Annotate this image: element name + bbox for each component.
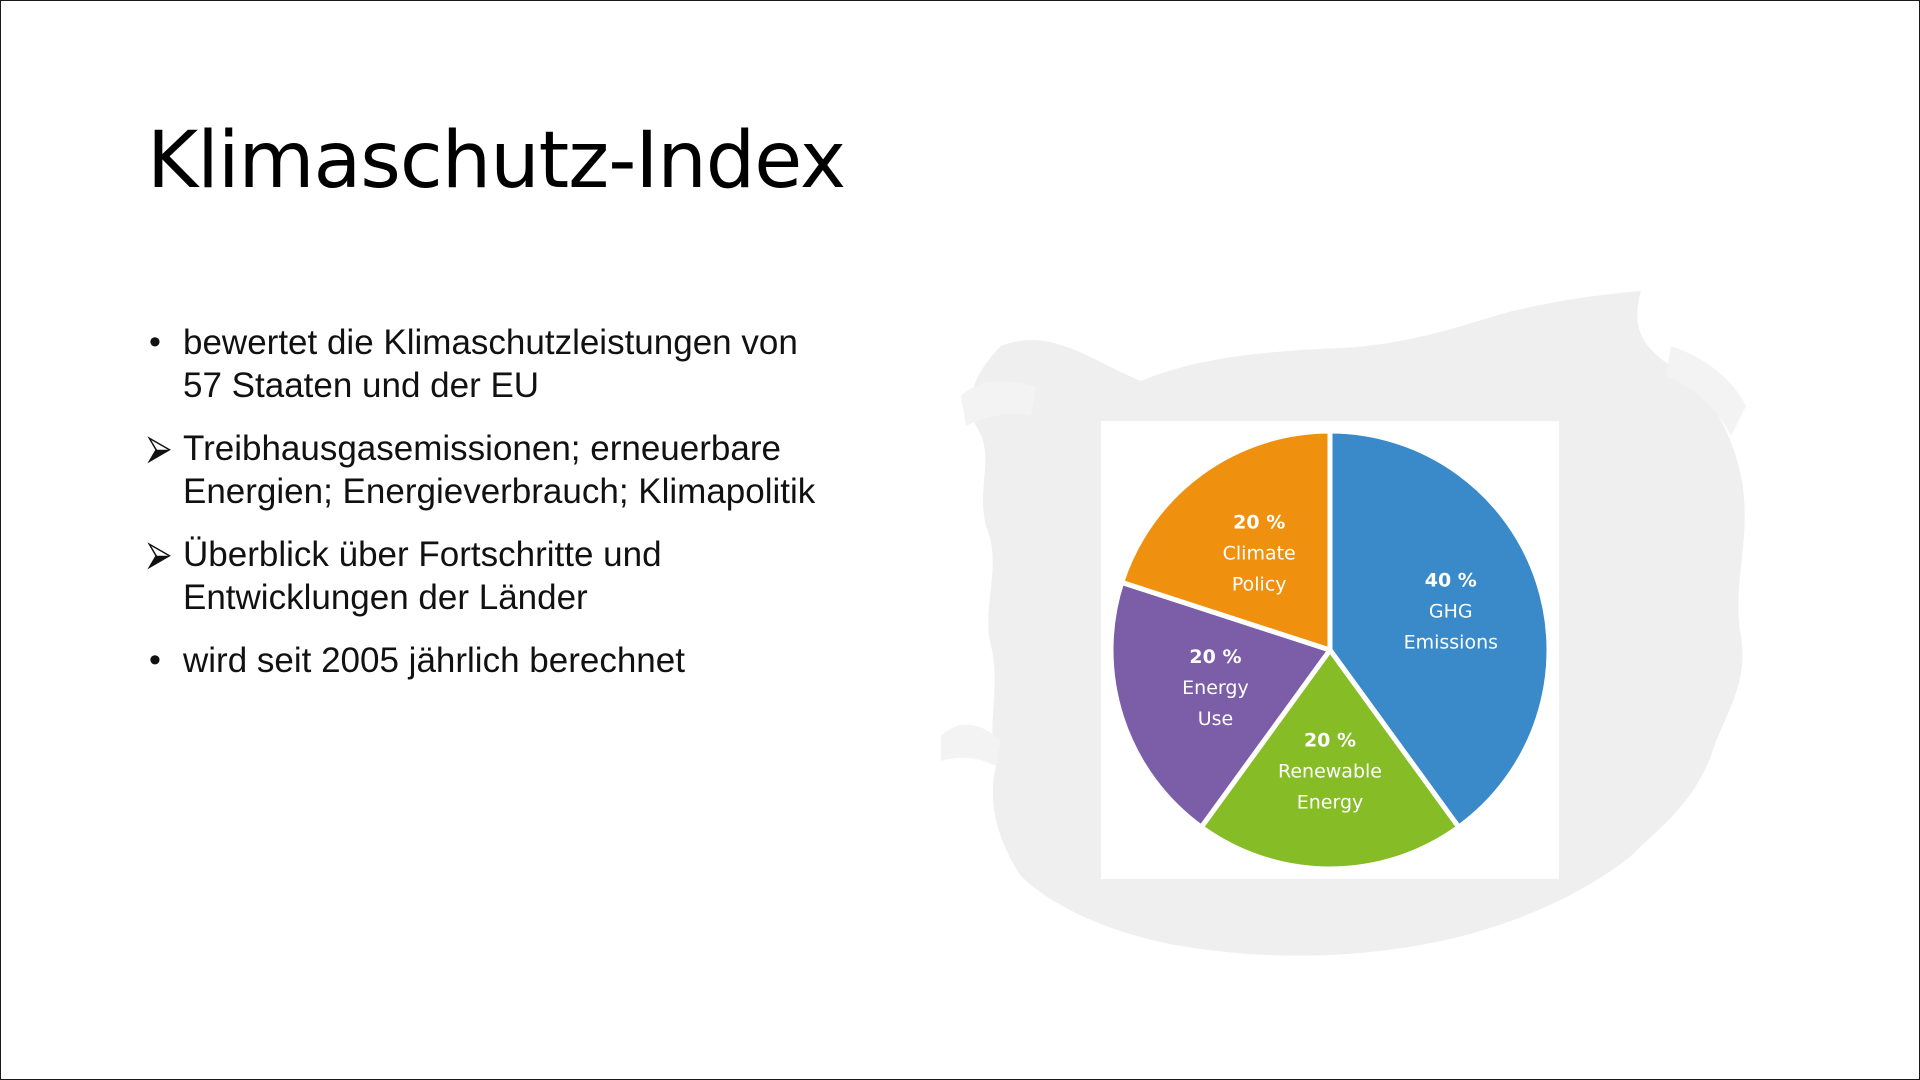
bullet-item: • bewertet die Klimaschutzleistungen von… [147,321,907,407]
bullet-line: bewertet die Klimaschutzleistungen von [183,323,798,362]
bullet-line: Energien; Energieverbrauch; Klimapolitik [183,472,816,511]
slice-percent-label: 20 % [1233,512,1285,534]
slice-category-label: Emissions [1404,632,1498,654]
bullet-item: • wird seit 2005 jährlich berechnet [147,639,907,682]
pie-slice [1108,579,1333,830]
pie-chart-card: 40 % GHG Emissions 20 % Renewable Energy 20 % E… [1101,421,1559,879]
slice-category-label: Renewable [1278,760,1382,782]
slice-percent-label: 20 % [1304,729,1356,751]
slice-category-label: Energy [1182,677,1249,699]
bullet-list: • bewertet die Klimaschutzleistungen von… [147,321,907,702]
slice-category-label: GHG [1429,601,1473,623]
bullet-dot-icon: • [149,323,161,361]
slice-category-label: Climate [1223,543,1296,565]
arrowhead-bullet-icon: ⮚ [147,535,172,573]
pie-slice [1327,428,1552,830]
slice-percent-label: 20 % [1189,646,1241,668]
pie-slice [1119,428,1333,653]
pie-slice [1198,647,1462,872]
arrowhead-bullet-icon: ⮚ [147,429,172,467]
slice-category-label: Policy [1232,574,1287,596]
bullet-item: ⮚ Treibhausgasemissionen; erneuerbare En… [147,427,907,513]
bullet-line: Entwicklungen der Länder [183,578,588,617]
slice-category-label: Energy [1297,791,1364,813]
pie-chart: 40 % GHG Emissions 20 % Renewable Energy 20 % E… [1108,428,1552,872]
bullet-line: Überblick über Fortschritte und [183,535,662,574]
slide-title: Klimaschutz-Index [147,116,846,206]
bullet-item: ⮚ Überblick über Fortschritte und Entwic… [147,533,907,619]
bullet-line: wird seit 2005 jährlich berechnet [183,641,685,680]
bullet-line: Treibhausgasemissionen; erneuerbare [183,429,781,468]
bullet-line: 57 Staaten und der EU [183,366,540,405]
bullet-dot-icon: • [149,641,161,679]
slice-percent-label: 40 % [1425,570,1477,592]
slice-category-label: Use [1198,708,1234,730]
